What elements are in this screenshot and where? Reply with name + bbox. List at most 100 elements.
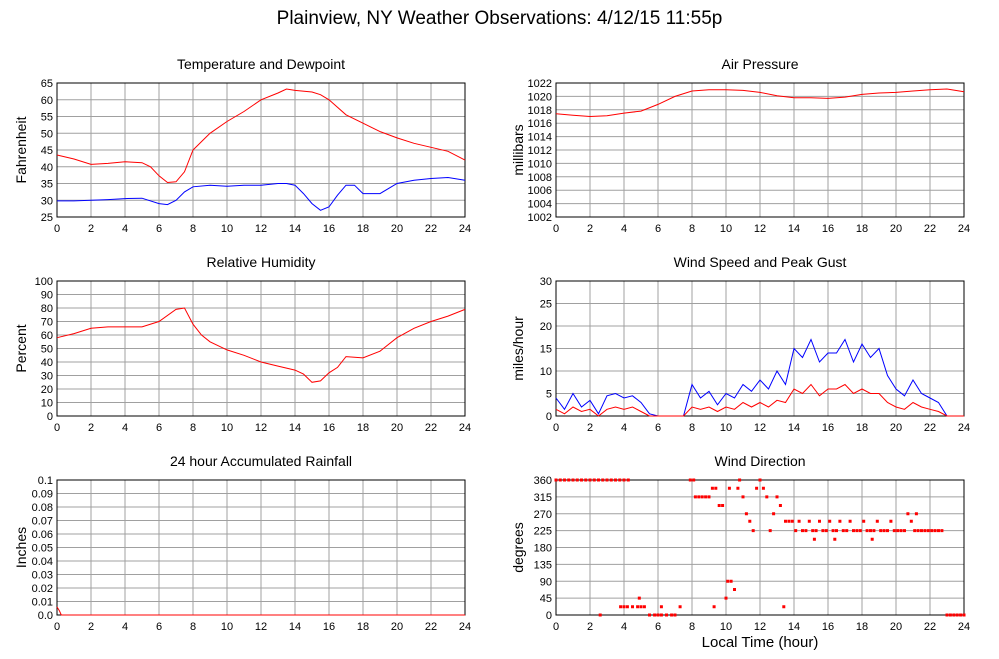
wind-direction-point bbox=[700, 495, 704, 499]
x-tick-label: 14 bbox=[788, 422, 800, 434]
wind-direction-point bbox=[717, 504, 721, 507]
chart-panel-2: 0 2 4 6 8 10 12 14 16 18 20 22 241002100410061008101… bbox=[510, 56, 970, 235]
y-tick-label: 90 bbox=[41, 290, 53, 302]
y-tick-label: 0.08 bbox=[32, 502, 53, 514]
y-axis-label: millibars bbox=[510, 124, 526, 175]
wind-direction-point bbox=[821, 529, 825, 533]
wind-direction-point bbox=[637, 596, 641, 600]
wind-direction-point bbox=[903, 529, 906, 533]
wind-direction-point bbox=[744, 512, 748, 516]
y-tick-label: 1002 bbox=[528, 212, 552, 224]
x-tick-label: 18 bbox=[856, 621, 868, 633]
wind-direction-point bbox=[794, 529, 798, 533]
wind-direction-point bbox=[738, 478, 742, 482]
series-line-blue bbox=[57, 176, 466, 211]
x-tick-label: 14 bbox=[289, 223, 301, 235]
y-tick-label: 40 bbox=[41, 162, 53, 174]
x-tick-label: 16 bbox=[323, 422, 335, 434]
wind-direction-point bbox=[707, 495, 711, 499]
x-tick-label: 18 bbox=[357, 422, 369, 434]
wind-direction-point bbox=[697, 495, 701, 499]
wind-direction-point bbox=[775, 495, 779, 499]
y-tick-label: 60 bbox=[41, 95, 53, 107]
y-tick-label: 30 bbox=[540, 276, 552, 288]
wind-direction-point bbox=[930, 529, 934, 533]
wind-direction-point bbox=[724, 596, 728, 600]
wind-direction-point bbox=[625, 605, 629, 609]
wind-direction-point bbox=[741, 495, 745, 499]
wind-direction-point bbox=[790, 519, 794, 523]
x-tick-label: 24 bbox=[459, 621, 471, 633]
x-tick-label: 12 bbox=[255, 422, 267, 434]
wind-direction-point bbox=[848, 519, 852, 523]
x-tick-label: 8 bbox=[190, 422, 196, 434]
wind-direction-point bbox=[692, 478, 696, 482]
x-tick-label: 12 bbox=[255, 621, 267, 633]
wind-direction-point bbox=[906, 512, 910, 516]
wind-direction-point bbox=[736, 486, 740, 490]
x-tick-label: 20 bbox=[890, 621, 902, 633]
wind-direction-point bbox=[727, 486, 731, 490]
wind-direction-point bbox=[869, 529, 872, 533]
wind-direction-point bbox=[916, 529, 920, 533]
x-tick-label: 10 bbox=[221, 422, 233, 434]
wind-direction-point bbox=[588, 478, 592, 482]
x-tick-label: 20 bbox=[391, 621, 403, 633]
x-tick-label: 0 bbox=[54, 223, 60, 235]
wind-direction-point bbox=[892, 529, 896, 533]
x-tick-label: 12 bbox=[255, 223, 267, 235]
y-tick-label: 10 bbox=[41, 398, 53, 410]
wind-direction-point bbox=[862, 519, 866, 523]
wind-direction-point bbox=[865, 529, 869, 533]
wind-direction-point bbox=[714, 486, 718, 490]
y-tick-label: 360 bbox=[534, 475, 552, 487]
y-tick-label: 45 bbox=[41, 145, 53, 157]
wind-direction-point bbox=[955, 613, 959, 617]
wind-direction-point bbox=[948, 613, 952, 617]
x-tick-label: 8 bbox=[190, 223, 196, 235]
x-tick-label: 24 bbox=[958, 422, 970, 434]
wind-direction-point bbox=[733, 588, 736, 591]
wind-direction-point bbox=[558, 478, 562, 482]
wind-direction-point bbox=[642, 605, 646, 609]
x-tick-label: 10 bbox=[221, 223, 233, 235]
x-tick-label: 24 bbox=[958, 621, 970, 633]
wind-direction-point bbox=[765, 495, 769, 499]
x-tick-label: 4 bbox=[122, 422, 128, 434]
x-tick-label: 14 bbox=[788, 223, 800, 235]
x-axis-caption: Local Time (hour) bbox=[701, 634, 819, 651]
x-tick-label: 18 bbox=[357, 223, 369, 235]
wind-direction-point bbox=[801, 529, 804, 533]
wind-direction-point bbox=[751, 529, 755, 533]
x-tick-label: 0 bbox=[54, 422, 60, 434]
x-tick-label: 14 bbox=[289, 422, 301, 434]
wind-direction-point bbox=[721, 504, 725, 507]
y-tick-label: 65 bbox=[41, 78, 53, 90]
series-line-red bbox=[555, 88, 965, 118]
x-tick-label: 18 bbox=[357, 621, 369, 633]
y-tick-label: 60 bbox=[41, 330, 53, 342]
wind-direction-point bbox=[889, 519, 893, 523]
wind-direction-point bbox=[592, 478, 596, 482]
wind-direction-point bbox=[841, 529, 845, 533]
wind-direction-point bbox=[886, 529, 889, 533]
y-tick-label: 40 bbox=[41, 357, 53, 369]
y-tick-label: 1004 bbox=[528, 199, 552, 211]
y-tick-label: 0.09 bbox=[32, 489, 53, 501]
x-tick-label: 4 bbox=[122, 621, 128, 633]
y-tick-label: 0 bbox=[546, 610, 552, 622]
x-tick-label: 0 bbox=[54, 621, 60, 633]
wind-direction-point bbox=[554, 478, 558, 482]
wind-direction-point bbox=[818, 519, 821, 523]
wind-direction-point bbox=[899, 529, 903, 533]
x-tick-label: 20 bbox=[391, 223, 403, 235]
x-tick-label: 10 bbox=[720, 223, 732, 235]
x-tick-label: 2 bbox=[587, 621, 593, 633]
y-tick-label: 100 bbox=[35, 276, 53, 288]
wind-direction-point bbox=[584, 478, 588, 482]
wind-direction-point bbox=[670, 613, 674, 617]
x-tick-label: 24 bbox=[958, 223, 970, 235]
x-tick-label: 6 bbox=[156, 621, 162, 633]
